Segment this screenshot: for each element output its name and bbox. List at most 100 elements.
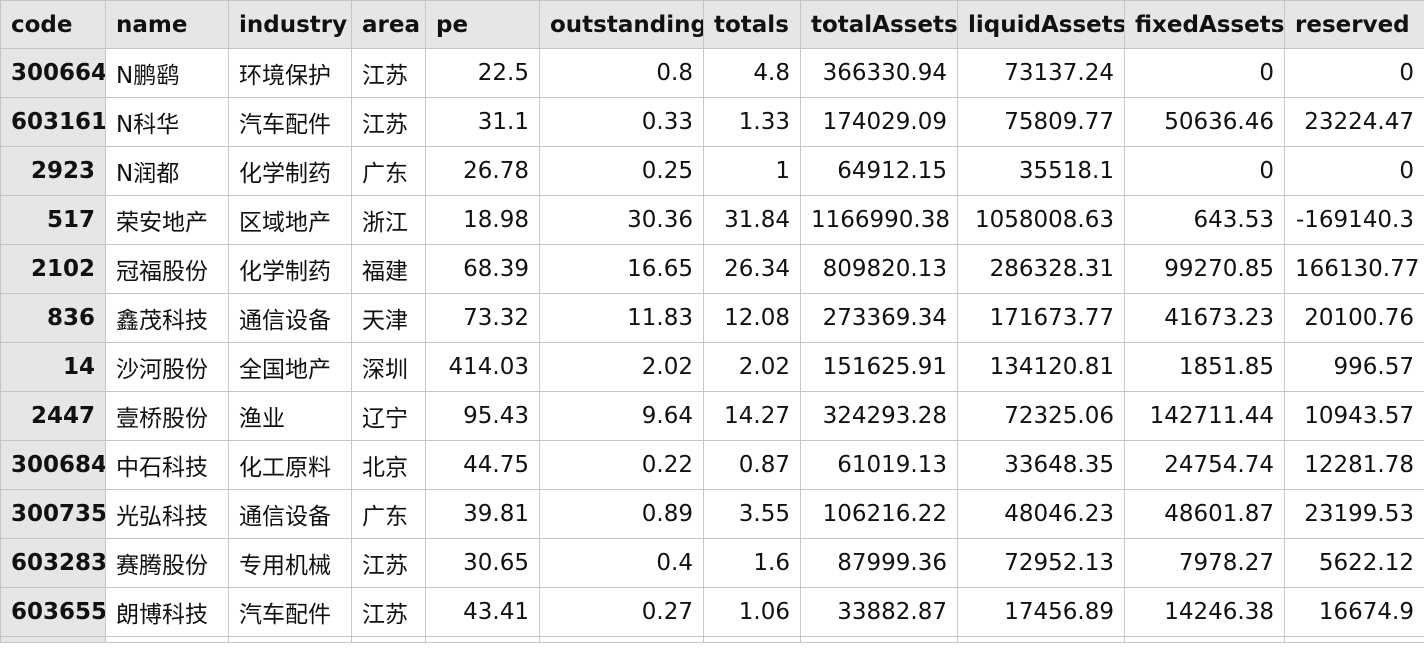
cell-reserved[interactable]: 166130.77 <box>1284 244 1424 294</box>
cell-fixedassets[interactable]: 99270.85 <box>1124 244 1285 294</box>
column-header-outstanding[interactable]: outstanding <box>539 0 704 49</box>
cell-industry[interactable]: 汽车配件 <box>228 587 352 637</box>
cell-area[interactable]: 江苏 <box>351 48 426 98</box>
row-header-code[interactable]: 2102 <box>0 244 106 294</box>
row-header-code[interactable]: 300684 <box>0 440 106 490</box>
cell-area[interactable]: 江苏 <box>351 587 426 637</box>
cell-totals[interactable]: 1.33 <box>703 97 801 147</box>
cell-totalassets[interactable]: 324293.28 <box>800 391 958 441</box>
cell-name[interactable]: 光弘科技 <box>105 489 229 539</box>
table-row[interactable]: 603655 朗博科技 汽车配件 江苏 43.41 0.27 1.06 33882.87 174… <box>0 587 1424 637</box>
table-row[interactable]: 14 沙河股份 全国地产 深圳 414.03 2.02 2.02 151625.91 13412… <box>0 342 1424 392</box>
cell-pe[interactable]: 26.78 <box>425 146 540 196</box>
cell-outstanding[interactable]: 0.89 <box>539 489 704 539</box>
column-header-name[interactable]: name <box>105 0 229 49</box>
column-header-totalassets[interactable]: totalAssets <box>800 0 958 49</box>
cell-totals[interactable]: 0.87 <box>703 440 801 490</box>
cell-area[interactable]: 深圳 <box>351 342 426 392</box>
cell-liquidassets[interactable]: 171673.77 <box>957 293 1125 343</box>
cell-outstanding[interactable]: 0.27 <box>539 587 704 637</box>
cell-totals[interactable]: 4.8 <box>703 48 801 98</box>
cell-outstanding[interactable]: 0.25 <box>539 146 704 196</box>
cell-fixedassets[interactable]: 7978.27 <box>1124 538 1285 588</box>
cell-name[interactable]: 沙河股份 <box>105 342 229 392</box>
cell-industry[interactable]: 通信设备 <box>228 293 352 343</box>
cell-fixedassets[interactable]: 643.53 <box>1124 195 1285 245</box>
table-row[interactable]: 517 荣安地产 区域地产 浙江 18.98 30.36 31.84 1166990.38 10… <box>0 195 1424 245</box>
cell-pe[interactable]: 44.75 <box>425 440 540 490</box>
cell-name[interactable]: N鹏鹞 <box>105 48 229 98</box>
table-row[interactable]: 603161 N科华 汽车配件 江苏 31.1 0.33 1.33 174029.09 7580… <box>0 97 1424 147</box>
cell-fixedassets[interactable]: 1851.85 <box>1124 342 1285 392</box>
cell-reserved[interactable]: 23224.47 <box>1284 97 1424 147</box>
cell-reserved[interactable]: 10943.57 <box>1284 391 1424 441</box>
cell-totals[interactable]: 1.6 <box>703 538 801 588</box>
cell-pe[interactable]: 414.03 <box>425 342 540 392</box>
row-header-code[interactable]: 603283 <box>0 538 106 588</box>
cell-name[interactable]: 朗博科技 <box>105 587 229 637</box>
cell-area[interactable]: 广东 <box>351 489 426 539</box>
cell-name[interactable]: 壹桥股份 <box>105 391 229 441</box>
cell-totals[interactable]: 2.02 <box>703 342 801 392</box>
cell-totalassets[interactable]: 151625.91 <box>800 342 958 392</box>
cell-pe[interactable]: 18.98 <box>425 195 540 245</box>
cell-name[interactable]: 冠福股份 <box>105 244 229 294</box>
cell-totalassets[interactable]: 174029.09 <box>800 97 958 147</box>
cell-liquidassets[interactable]: 33648.35 <box>957 440 1125 490</box>
column-header-liquidassets[interactable]: liquidAssets <box>957 0 1125 49</box>
cell-totalassets[interactable]: 87999.36 <box>800 538 958 588</box>
cell-fixedassets[interactable]: 41673.23 <box>1124 293 1285 343</box>
cell-area[interactable]: 福建 <box>351 244 426 294</box>
row-header-code[interactable]: 836 <box>0 293 106 343</box>
cell-totals[interactable]: 12.08 <box>703 293 801 343</box>
cell-area[interactable]: 北京 <box>351 440 426 490</box>
cell-area[interactable]: 江苏 <box>351 97 426 147</box>
cell-outstanding[interactable]: 11.83 <box>539 293 704 343</box>
cell-outstanding[interactable]: 2.02 <box>539 342 704 392</box>
cell-reserved[interactable]: -169140.3 <box>1284 195 1424 245</box>
cell-fixedassets[interactable]: 14246.38 <box>1124 587 1285 637</box>
cell-totalassets[interactable]: 33882.87 <box>800 587 958 637</box>
row-header-code[interactable]: 603161 <box>0 97 106 147</box>
row-header-code[interactable]: 517 <box>0 195 106 245</box>
cell-pe[interactable]: 30.65 <box>425 538 540 588</box>
cell-totals[interactable]: 31.84 <box>703 195 801 245</box>
table-row[interactable]: 2447 壹桥股份 渔业 辽宁 95.43 9.64 14.27 324293.28 72325… <box>0 391 1424 441</box>
cell-reserved[interactable]: 996.57 <box>1284 342 1424 392</box>
cell-industry[interactable]: 渔业 <box>228 391 352 441</box>
cell-reserved[interactable]: 23199.53 <box>1284 489 1424 539</box>
cell-industry[interactable]: 化学制药 <box>228 146 352 196</box>
cell-liquidassets[interactable]: 286328.31 <box>957 244 1125 294</box>
cell-industry[interactable]: 通信设备 <box>228 489 352 539</box>
cell-outstanding[interactable]: 0.4 <box>539 538 704 588</box>
table-row[interactable]: 300664 N鹏鹞 环境保护 江苏 22.5 0.8 4.8 366330.94 73137.… <box>0 48 1424 98</box>
cell-name[interactable]: N润都 <box>105 146 229 196</box>
cell-totalassets[interactable]: 366330.94 <box>800 48 958 98</box>
table-row[interactable]: 2923 N润都 化学制药 广东 26.78 0.25 1 64912.15 35518.1 0 0 <box>0 146 1424 196</box>
cell-liquidassets[interactable]: 1058008.63 <box>957 195 1125 245</box>
column-header-code[interactable]: code <box>0 0 106 49</box>
table-row[interactable]: 2102 冠福股份 化学制药 福建 68.39 16.65 26.34 809820.13 28… <box>0 244 1424 294</box>
column-header-fixedassets[interactable]: fixedAssets <box>1124 0 1285 49</box>
cell-reserved[interactable]: 20100.76 <box>1284 293 1424 343</box>
column-header-totals[interactable]: totals <box>703 0 801 49</box>
cell-liquidassets[interactable]: 134120.81 <box>957 342 1125 392</box>
cell-outstanding[interactable]: 0.22 <box>539 440 704 490</box>
table-row[interactable]: 300684 中石科技 化工原料 北京 44.75 0.22 0.87 61019.13 336… <box>0 440 1424 490</box>
cell-outstanding[interactable]: 9.64 <box>539 391 704 441</box>
cell-reserved[interactable]: 0 <box>1284 146 1424 196</box>
cell-name[interactable]: 荣安地产 <box>105 195 229 245</box>
cell-area[interactable]: 天津 <box>351 293 426 343</box>
row-header-code[interactable]: 603655 <box>0 587 106 637</box>
cell-totals[interactable]: 14.27 <box>703 391 801 441</box>
cell-industry[interactable]: 区域地产 <box>228 195 352 245</box>
cell-area[interactable]: 辽宁 <box>351 391 426 441</box>
cell-reserved[interactable]: 5622.12 <box>1284 538 1424 588</box>
cell-totalassets[interactable]: 273369.34 <box>800 293 958 343</box>
cell-totalassets[interactable]: 809820.13 <box>800 244 958 294</box>
cell-totalassets[interactable]: 1166990.38 <box>800 195 958 245</box>
cell-industry[interactable]: 化工原料 <box>228 440 352 490</box>
cell-totals[interactable]: 1.06 <box>703 587 801 637</box>
cell-name[interactable]: 中石科技 <box>105 440 229 490</box>
cell-area[interactable]: 江苏 <box>351 538 426 588</box>
